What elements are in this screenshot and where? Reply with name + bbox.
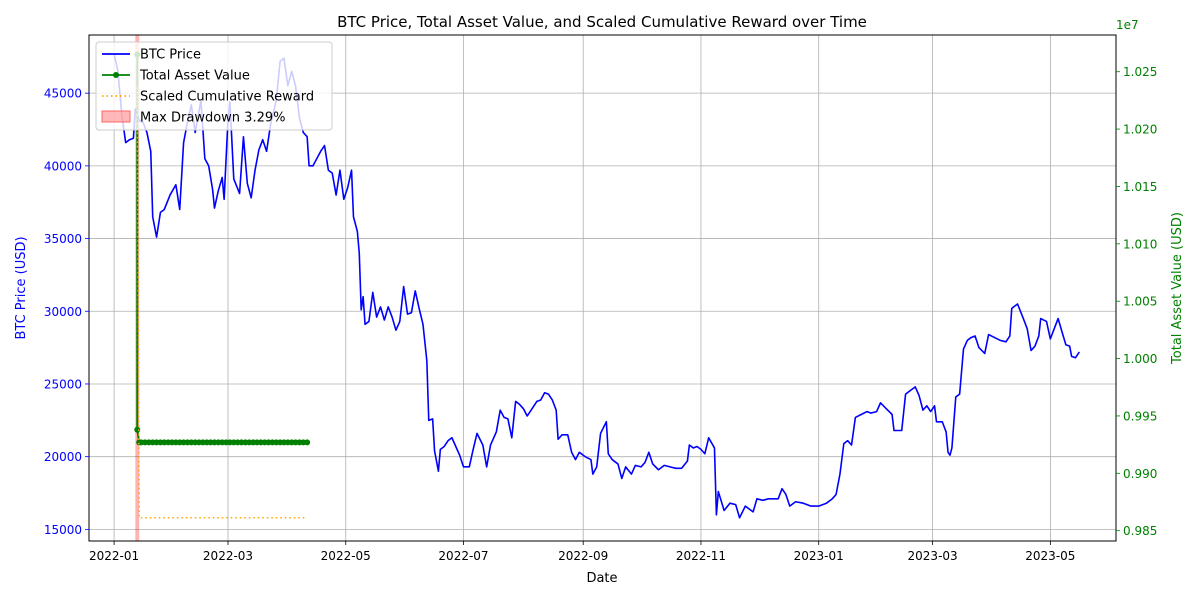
x-tick-label: 2022-05 (321, 549, 371, 563)
x-tick-label: 2023-01 (794, 549, 844, 563)
x-axis-label: Date (586, 571, 617, 586)
btc-price-line (113, 53, 1080, 519)
total-asset-value-marker (134, 426, 141, 433)
x-tick-label: 2023-03 (908, 549, 958, 563)
legend-item: Scaled Cumulative Reward (102, 90, 314, 105)
legend-swatch (101, 110, 131, 123)
x-tick-label: 2022-03 (203, 549, 253, 563)
y-right-tick-label: 0.990 (1123, 467, 1157, 481)
y-right-tick-label: 0.985 (1123, 524, 1157, 538)
x-tick-label: 2022-01 (89, 549, 139, 563)
y-axis-right-multiplier: 1e7 (1116, 18, 1139, 32)
y-right-tick-label: 1.000 (1123, 352, 1157, 366)
y-right-tick-label: 0.995 (1123, 409, 1157, 423)
legend-item: BTC Price (102, 48, 201, 63)
legend-label: Scaled Cumulative Reward (140, 90, 314, 105)
y-right-tick-label: 1.025 (1123, 65, 1157, 79)
y-axis-right-label: Total Asset Value (USD) (1170, 212, 1185, 365)
plot-frame (88, 34, 1117, 542)
legend-item: Max Drawdown 3.29% (101, 110, 285, 126)
total-asset-value-marker (304, 439, 311, 446)
x-tick-label: 2023-05 (1025, 549, 1075, 563)
x-tick-label: 2022-07 (438, 549, 488, 563)
y-left-tick-label: 30000 (44, 305, 82, 319)
y-axis-left: 15000 20000 25000 30000 35000 40000 45000 (44, 87, 89, 537)
legend-label: Total Asset Value (139, 69, 250, 84)
legend: BTC Price Total Asset Value Scaled Cumulat… (95, 41, 333, 131)
x-axis: 2022-01 2022-03 2022-05 2022-07 2022-09 2022-… (89, 541, 1075, 563)
x-tick-label: 2022-09 (558, 549, 608, 563)
y-axis-left-label: BTC Price (USD) (14, 236, 29, 339)
legend-item: Total Asset Value (102, 69, 250, 84)
y-left-tick-label: 25000 (44, 377, 82, 391)
chart-title: BTC Price, Total Asset Value, and Scaled… (337, 13, 867, 31)
y-right-tick-label: 1.005 (1123, 295, 1157, 309)
y-right-tick-label: 1.020 (1123, 123, 1157, 137)
legend-label: BTC Price (140, 48, 201, 63)
legend-items: BTC Price Total Asset Value Scaled Cumulat… (101, 48, 314, 126)
y-right-tick-label: 1.010 (1123, 237, 1157, 251)
legend-label: Max Drawdown 3.29% (140, 111, 285, 126)
y-left-tick-label: 35000 (44, 232, 82, 246)
y-axis-right: 0.985 0.990 0.995 1.000 1.005 1.010 1.015 1.020… (1116, 65, 1157, 538)
y-left-tick-label: 40000 (44, 159, 82, 173)
legend-box (95, 41, 333, 131)
y-right-tick-label: 1.015 (1123, 180, 1157, 194)
y-left-tick-label: 15000 (44, 523, 82, 537)
y-left-tick-label: 45000 (44, 87, 82, 101)
y-left-tick-label: 20000 (44, 450, 82, 464)
grid-lines (89, 35, 1116, 541)
x-tick-label: 2022-11 (676, 549, 726, 563)
legend-marker (113, 72, 119, 78)
